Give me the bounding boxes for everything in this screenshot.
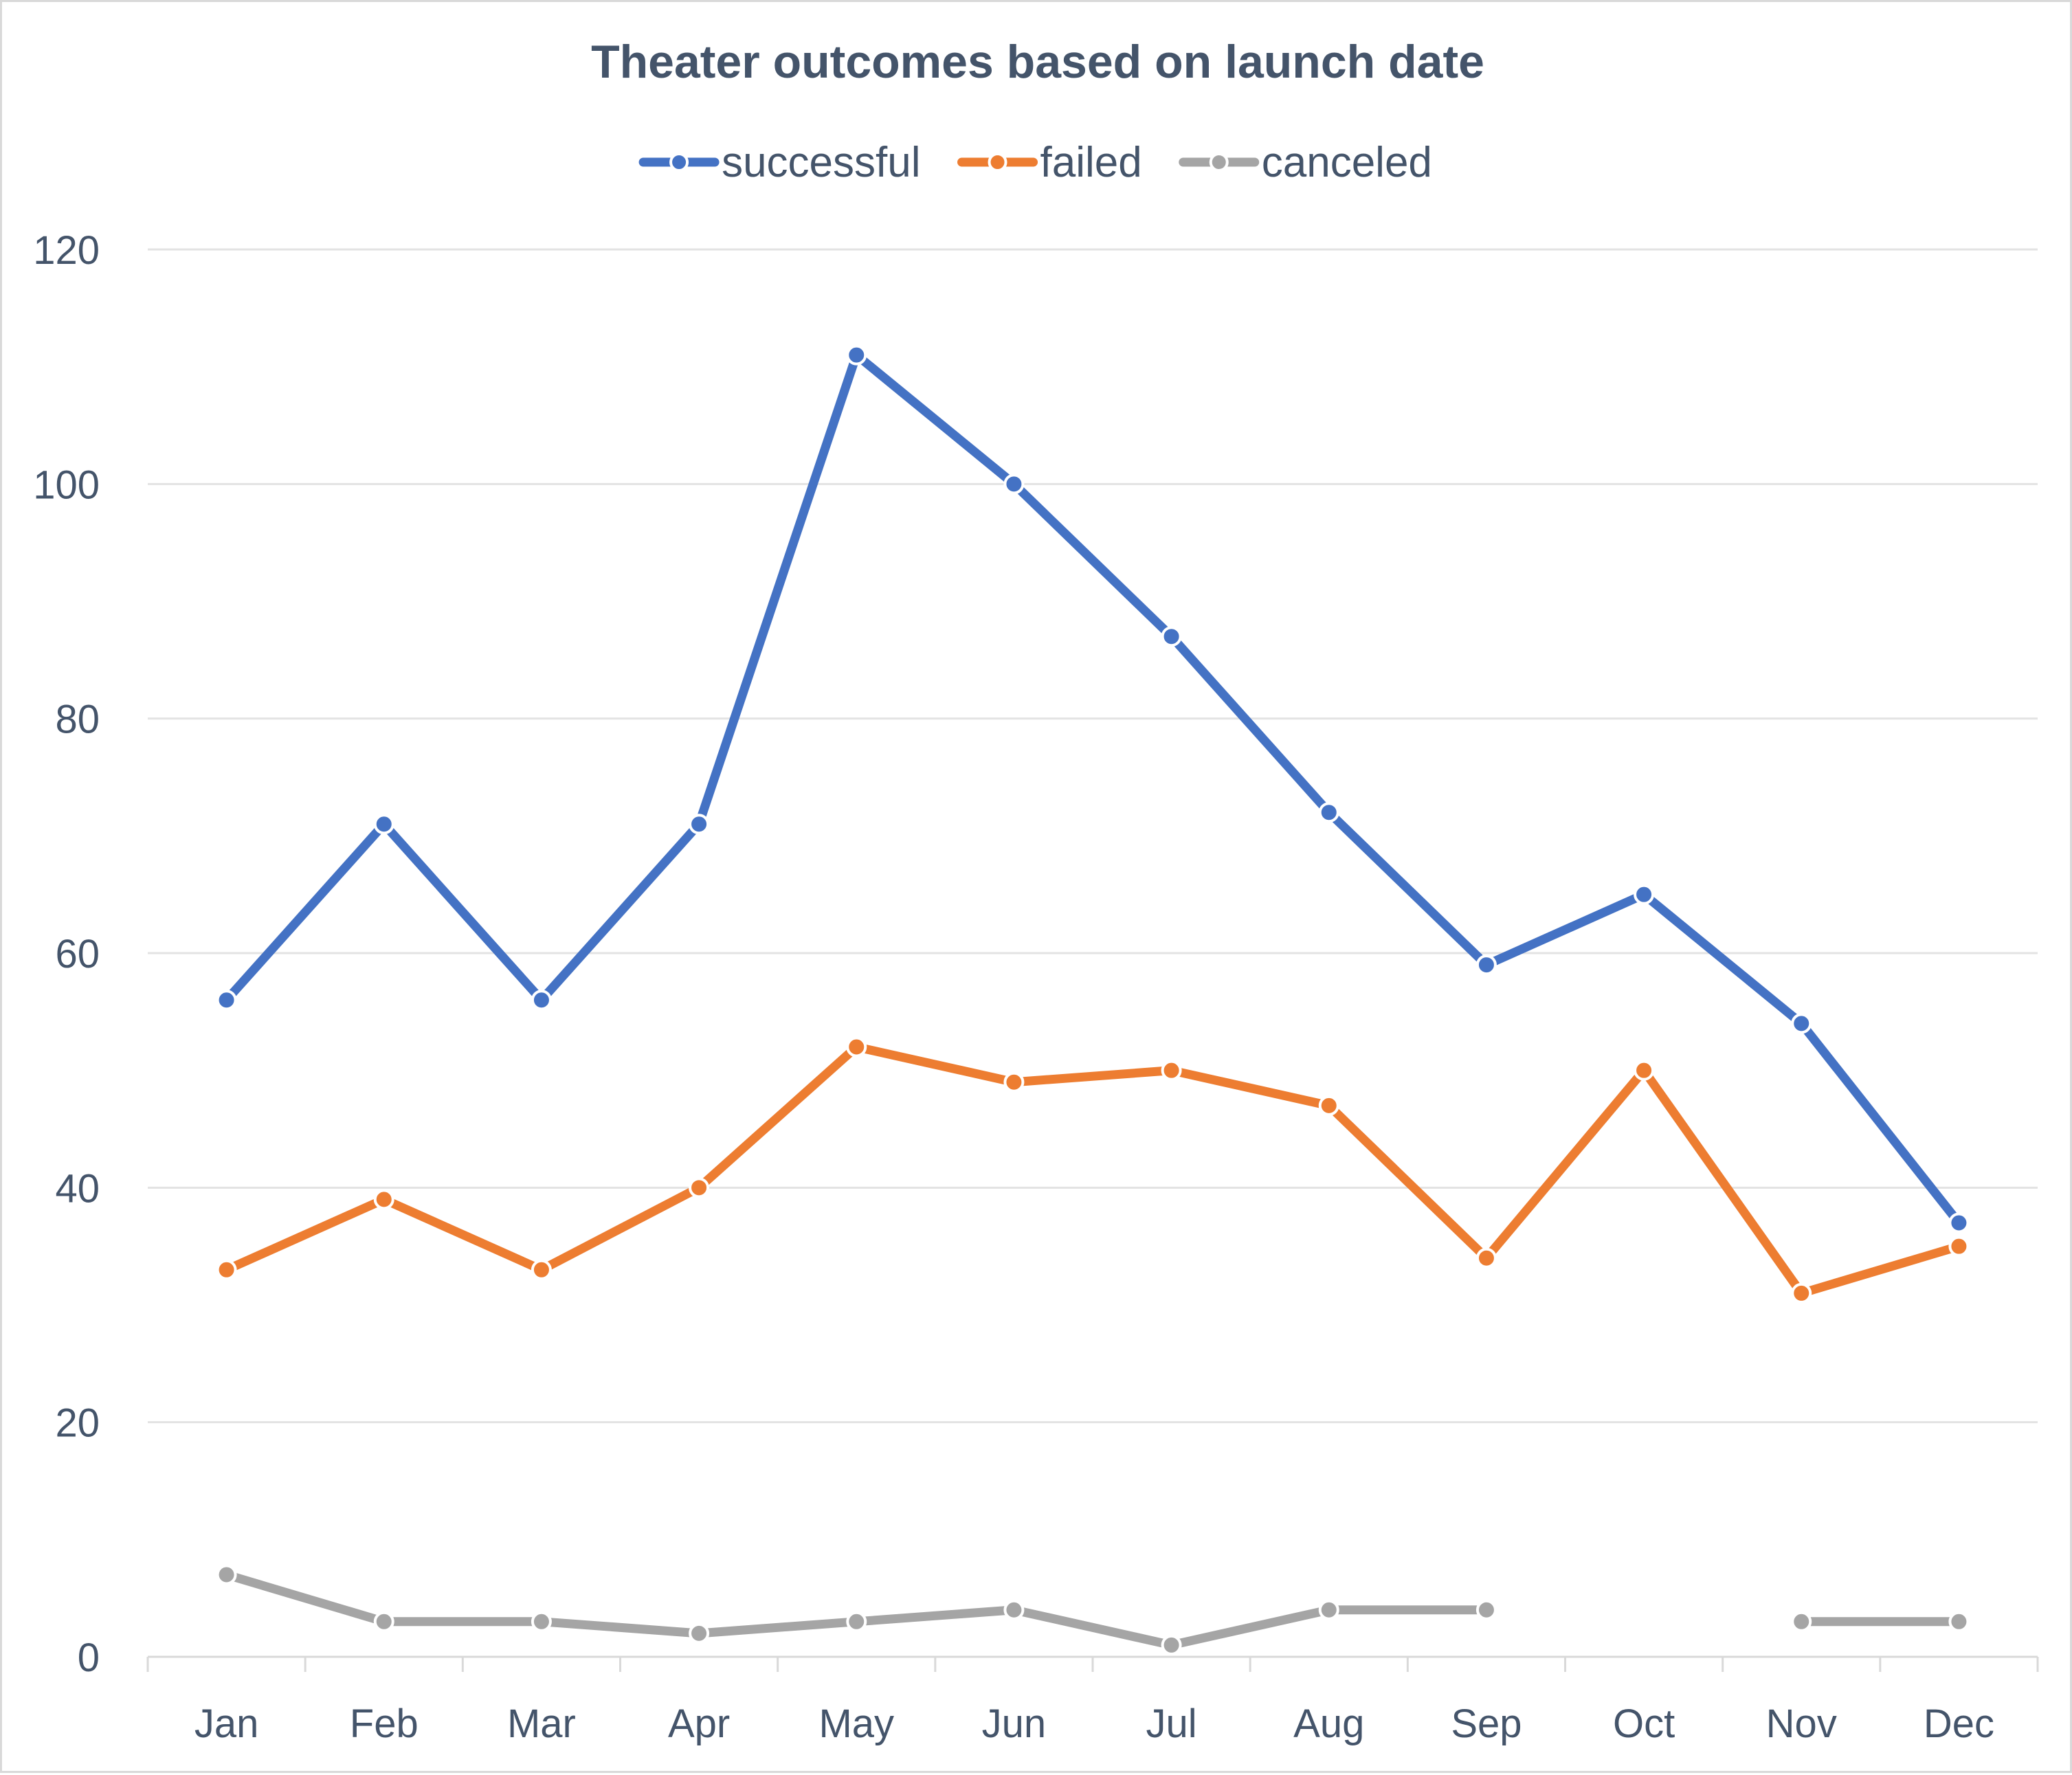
point-successful-nov: [1791, 1013, 1812, 1034]
point-successful-dec: [1948, 1212, 1970, 1233]
point-failed-oct: [1634, 1060, 1655, 1081]
point-successful-mar: [531, 990, 552, 1011]
legend-item-successful: successful: [638, 139, 921, 186]
point-canceled-jan: [216, 1564, 237, 1585]
series-line-failed: [222, 1042, 1963, 1298]
chart-title: Theater outcomes based on launch date: [591, 36, 1484, 88]
point-successful-feb: [373, 814, 394, 835]
legend-item-canceled: canceled: [1179, 139, 1432, 186]
point-canceled-feb: [373, 1611, 394, 1632]
x-tick-label-jul: Jul: [1146, 1701, 1197, 1746]
point-failed-jul: [1161, 1060, 1182, 1081]
point-canceled-sep: [1475, 1599, 1497, 1620]
point-successful-aug: [1318, 802, 1339, 823]
point-canceled-nov: [1791, 1611, 1812, 1632]
x-tick-label-aug: Aug: [1293, 1701, 1364, 1746]
chart-series: [216, 344, 1970, 1655]
series-line-canceled: [222, 1570, 1491, 1650]
point-failed-dec: [1948, 1236, 1970, 1257]
point-canceled-may: [846, 1611, 867, 1632]
chart-axes: 0 20 40 60 80 100 120 Jan Feb Mar Apr May Jun Jul Aug S…: [33, 228, 2039, 1746]
series-line-successful: [222, 350, 1963, 1228]
point-failed-mar: [531, 1259, 552, 1280]
point-failed-nov: [1791, 1282, 1812, 1304]
legend-label: canceled: [1262, 139, 1432, 186]
legend-swatch-marker: [988, 153, 1007, 172]
point-failed-aug: [1318, 1095, 1339, 1116]
point-failed-feb: [373, 1189, 394, 1210]
point-canceled-apr: [689, 1622, 710, 1644]
y-tick-label-0: 0: [78, 1636, 100, 1680]
legend-label: successful: [722, 139, 920, 186]
point-successful-jun: [1003, 473, 1025, 495]
series-failed: [216, 1036, 1970, 1304]
y-tick-label-60: 60: [55, 932, 100, 976]
y-tick-label-40: 40: [55, 1166, 100, 1211]
x-tick-label-oct: Oct: [1613, 1701, 1675, 1746]
point-canceled-dec: [1948, 1611, 1970, 1632]
point-canceled-jun: [1003, 1599, 1025, 1620]
legend-label: failed: [1040, 139, 1142, 186]
series-successful: [216, 344, 1970, 1233]
legend-item-failed: failed: [957, 139, 1142, 186]
x-tick-label-mar: Mar: [507, 1701, 576, 1746]
x-tick-label-may: May: [818, 1701, 894, 1746]
point-successful-apr: [689, 814, 710, 835]
x-tick-label-apr: Apr: [668, 1701, 730, 1746]
x-tick-label-dec: Dec: [1924, 1701, 1994, 1746]
point-successful-jan: [216, 990, 237, 1011]
point-successful-oct: [1634, 884, 1655, 905]
x-tick-label-feb: Feb: [350, 1701, 419, 1746]
point-successful-may: [846, 344, 867, 366]
chart-legend: successful failed canceled: [638, 139, 1432, 186]
x-tick-label-sep: Sep: [1451, 1701, 1522, 1746]
point-failed-may: [846, 1036, 867, 1058]
chart-gridlines: [148, 248, 2038, 1424]
legend-swatch-marker: [669, 153, 689, 172]
point-canceled-aug: [1318, 1599, 1339, 1620]
x-tick-label-nov: Nov: [1766, 1701, 1837, 1746]
x-tick-label-jun: Jun: [982, 1701, 1047, 1746]
point-successful-sep: [1475, 955, 1497, 976]
y-tick-label-20: 20: [55, 1401, 100, 1446]
series-canceled: [216, 1564, 1970, 1655]
point-canceled-mar: [531, 1611, 552, 1632]
y-tick-label-80: 80: [55, 697, 100, 742]
point-failed-sep: [1475, 1247, 1497, 1269]
legend-swatch-marker: [1209, 153, 1229, 172]
point-successful-jul: [1161, 626, 1182, 647]
y-tick-label-120: 120: [33, 228, 100, 273]
point-failed-jun: [1003, 1071, 1025, 1093]
point-failed-jan: [216, 1259, 237, 1280]
point-canceled-jul: [1161, 1634, 1182, 1655]
point-failed-apr: [689, 1177, 710, 1198]
x-tick-label-jan: Jan: [194, 1701, 259, 1746]
y-tick-label-100: 100: [33, 462, 100, 507]
